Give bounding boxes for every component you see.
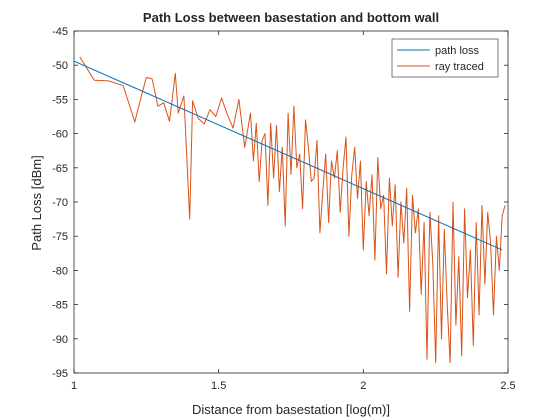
x-axis-label: Distance from basestation [log(m)] bbox=[192, 402, 390, 417]
y-tick-label: -85 bbox=[52, 300, 68, 312]
legend-label-path-loss: path loss bbox=[435, 45, 480, 57]
x-tick-label: 1 bbox=[71, 380, 77, 392]
y-tick-label: -55 bbox=[52, 94, 68, 106]
y-tick-label: -70 bbox=[52, 197, 68, 209]
x-tick-label: 2 bbox=[360, 380, 366, 392]
plot-background bbox=[74, 31, 508, 373]
y-tick-label: -95 bbox=[52, 368, 68, 380]
y-tick-label: -65 bbox=[52, 163, 68, 175]
series-group bbox=[74, 56, 506, 364]
y-axis-label: Path Loss [dBm] bbox=[29, 155, 44, 250]
y-tick-label: -60 bbox=[52, 129, 68, 141]
series-line-path-loss bbox=[74, 60, 503, 251]
chart-title: Path Loss between basestation and bottom… bbox=[143, 10, 439, 25]
series-line-ray-traced bbox=[79, 56, 506, 364]
x-tick-label: 2.5 bbox=[500, 380, 515, 392]
legend-box bbox=[391, 38, 499, 78]
y-tick-label: -90 bbox=[52, 334, 68, 346]
y-tick-label: -75 bbox=[52, 231, 68, 243]
y-tick-label: -45 bbox=[52, 26, 68, 38]
x-tick-label: 1.5 bbox=[211, 380, 226, 392]
legend: path loss ray traced bbox=[391, 38, 499, 78]
y-tick-label: -50 bbox=[52, 60, 68, 72]
legend-label-ray-traced: ray traced bbox=[435, 61, 484, 73]
y-tick-label: -80 bbox=[52, 265, 68, 277]
